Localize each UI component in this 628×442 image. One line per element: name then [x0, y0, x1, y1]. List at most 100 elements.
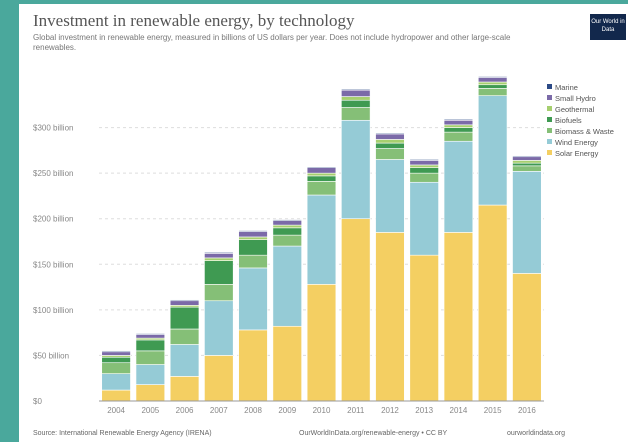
x-tick-label: 2011	[347, 406, 365, 415]
bar-segment	[512, 273, 542, 402]
legend-swatch	[547, 117, 552, 122]
legend-swatch	[547, 84, 552, 89]
bar-segment	[238, 329, 268, 402]
bar-segment	[169, 328, 200, 345]
bar-segment	[409, 167, 439, 174]
bar-segment	[272, 224, 302, 229]
bar-segment	[204, 284, 234, 302]
y-tick-label: $300 billion	[33, 124, 73, 133]
footer-license[interactable]: OurWorldInData.org/renewable-energy • CC…	[299, 430, 448, 437]
legend-label: Small Hydro	[555, 94, 596, 103]
bar-segment	[477, 95, 508, 206]
bar-segment	[512, 162, 542, 167]
legend-swatch	[547, 150, 552, 155]
bar-segment	[375, 132, 405, 135]
bar-segment	[238, 254, 268, 269]
y-tick-label: $150 billion	[33, 260, 73, 269]
bar-segment	[341, 88, 371, 91]
bar-segment	[375, 133, 405, 140]
x-tick-label: 2005	[141, 406, 159, 415]
bar-segment	[477, 81, 508, 86]
footer-url[interactable]: ourworldindata.org	[507, 430, 565, 437]
legend-label: Wind Energy	[555, 138, 598, 147]
bar-segment	[409, 181, 439, 256]
bar-segment	[169, 344, 200, 377]
bar-segment	[204, 257, 234, 261]
x-tick-label: 2007	[210, 406, 228, 415]
bar-segment	[409, 254, 439, 402]
legend-label: Biomass & Waste	[555, 127, 614, 136]
bar-segment	[169, 306, 200, 330]
bar-segment	[238, 230, 268, 232]
bar-segment	[169, 299, 200, 302]
chart-subtitle: Global investment in renewable energy, m…	[33, 33, 511, 52]
bar-segment	[204, 260, 234, 285]
bar-segment	[135, 333, 166, 335]
bar-segment	[477, 77, 508, 83]
bar-segment	[169, 300, 200, 306]
bar-segment	[238, 231, 268, 238]
bar-segment	[443, 124, 474, 128]
x-tick-label: 2014	[450, 406, 468, 415]
x-tick-label: 2006	[176, 406, 194, 415]
bar-segment	[272, 219, 302, 221]
legend-label: Biofuels	[555, 116, 582, 125]
legend-swatch	[547, 106, 552, 111]
x-tick-label: 2009	[278, 406, 296, 415]
y-tick-label: $50 billion	[33, 351, 69, 360]
bar-segment	[101, 373, 131, 391]
x-tick-label: 2015	[484, 406, 502, 415]
bar-segment	[135, 384, 166, 402]
chart-title: Investment in renewable energy, by techn…	[33, 11, 355, 30]
x-tick-label: 2012	[381, 406, 399, 415]
x-tick-label: 2010	[313, 406, 331, 415]
legend-label: Solar Energy	[555, 149, 599, 158]
bar-segment	[341, 89, 371, 97]
bar-segment	[306, 194, 337, 285]
stacked-bar-chart: $0 $50 billion $100 billion $150 billion $20…	[33, 76, 614, 415]
legend-swatch	[547, 128, 552, 133]
chart-card: Investment in renewable energy, by techn…	[19, 4, 628, 442]
bar-segment	[375, 139, 405, 144]
bar-segment	[238, 236, 268, 240]
bar-segment	[341, 99, 371, 108]
bar-segment	[306, 284, 337, 402]
bar-segment	[101, 351, 131, 356]
bar-segment	[272, 234, 302, 247]
bar-segment	[443, 127, 474, 133]
bar-segment	[135, 350, 166, 365]
bar-segment	[409, 172, 439, 183]
owid-logo[interactable]: Our World in Data	[590, 14, 626, 40]
legend-label: Marine	[555, 83, 578, 92]
bar-segment	[375, 142, 405, 149]
bar-segment	[443, 119, 474, 121]
bar-segment	[204, 252, 234, 254]
legend-label: Geothermal	[555, 105, 595, 114]
bar-segment	[375, 159, 405, 233]
bar-segment	[477, 76, 508, 78]
bar-segment	[341, 119, 371, 220]
footer-source[interactable]: Source: International Renewable Energy A…	[33, 430, 212, 437]
x-tick-label: 2013	[415, 406, 433, 415]
legend-swatch	[547, 139, 552, 144]
bar-segment	[306, 172, 337, 177]
bar-segment	[272, 227, 302, 236]
bar-segment	[409, 164, 439, 168]
bar-segment	[306, 166, 337, 168]
bar-segment	[101, 362, 131, 374]
bar-segment	[477, 88, 508, 96]
bar-segment	[512, 165, 542, 172]
bar-segment	[306, 167, 337, 174]
y-tick-label: $250 billion	[33, 169, 73, 178]
bar-segment	[443, 232, 474, 402]
bar-segment	[204, 355, 234, 402]
bar-segment	[512, 171, 542, 274]
bar-segment	[272, 245, 302, 327]
bar-segment	[204, 300, 234, 356]
bar-segment	[409, 160, 439, 166]
x-tick-label: 2016	[518, 406, 536, 415]
bar-segment	[101, 350, 131, 353]
bar-segment	[512, 160, 542, 164]
bar-segment	[477, 204, 508, 402]
x-tick-label: 2004	[107, 406, 125, 415]
